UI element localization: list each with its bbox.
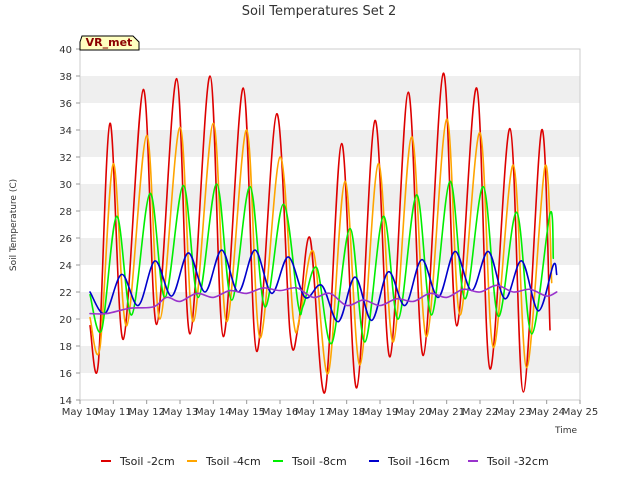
legend-label: Tsoil -16cm: [387, 455, 450, 468]
legend-label: Tsoil -8cm: [291, 455, 347, 468]
y-tick-label: 16: [59, 369, 72, 380]
grid-band: [80, 130, 580, 157]
x-tick-label: May 19: [362, 407, 399, 418]
y-tick-label: 20: [59, 315, 72, 326]
x-tick-label: May 24: [528, 407, 565, 418]
y-tick-label: 30: [59, 180, 72, 191]
x-tick-label: May 18: [328, 407, 365, 418]
x-tick-label: May 10: [62, 407, 99, 418]
x-tick-label: May 23: [495, 407, 532, 418]
x-axis-label: Time: [554, 426, 577, 436]
x-tick-label: May 13: [162, 407, 199, 418]
y-tick-label: 24: [59, 261, 72, 272]
series-line: [89, 284, 558, 315]
grid-band: [80, 373, 580, 400]
x-tick-label: May 20: [395, 407, 432, 418]
y-tick-label: 34: [59, 126, 72, 137]
x-tick-label: May 22: [462, 407, 499, 418]
grid-band: [80, 76, 580, 103]
y-axis-ticks: 14 16 18 20 22 24 26 28 30 32 34 36 38 40: [59, 45, 80, 407]
y-tick-label: 38: [59, 72, 72, 83]
y-tick-label: 18: [59, 342, 72, 353]
x-tick-label: May 25: [562, 407, 599, 418]
y-tick-label: 40: [59, 45, 72, 56]
annotation-badge: VR_met: [79, 35, 140, 51]
grid-band: [80, 49, 580, 76]
grid-band: [80, 211, 580, 238]
series-line: [89, 180, 555, 345]
y-tick-label: 26: [59, 234, 72, 245]
series-line: [89, 118, 553, 375]
x-tick-label: May 14: [195, 407, 232, 418]
x-tick-label: May 12: [128, 407, 165, 418]
annotation-text: VR_met: [86, 36, 133, 49]
x-tick-label: May 17: [295, 407, 332, 418]
chart-title: Soil Temperatures Set 2: [242, 4, 397, 19]
y-axis-label: Soil Temperature (C): [9, 179, 19, 271]
y-tick-label: 28: [59, 207, 72, 218]
x-tick-label: May 21: [428, 407, 465, 418]
grid-band: [80, 157, 580, 184]
plot-frame: [79, 48, 581, 401]
y-tick-label: 22: [59, 288, 72, 299]
grid-band: [80, 184, 580, 211]
y-tick-label: 36: [59, 99, 72, 110]
legend-label: Tsoil -32cm: [486, 455, 549, 468]
x-tick-label: May 16: [262, 407, 299, 418]
x-tick-label: May 11: [95, 407, 132, 418]
grid-band: [80, 103, 580, 130]
y-tick-label: 32: [59, 153, 72, 164]
series-line: [89, 249, 558, 323]
legend: Tsoil -2cm Tsoil -4cm Tsoil -8cm Tsoil -16c…: [101, 455, 549, 468]
series-line: [89, 72, 551, 394]
legend-label: Tsoil -2cm: [119, 455, 175, 468]
x-tick-label: May 15: [228, 407, 265, 418]
series-lines: [89, 72, 558, 394]
y-tick-label: 14: [59, 396, 72, 407]
legend-label: Tsoil -4cm: [205, 455, 261, 468]
